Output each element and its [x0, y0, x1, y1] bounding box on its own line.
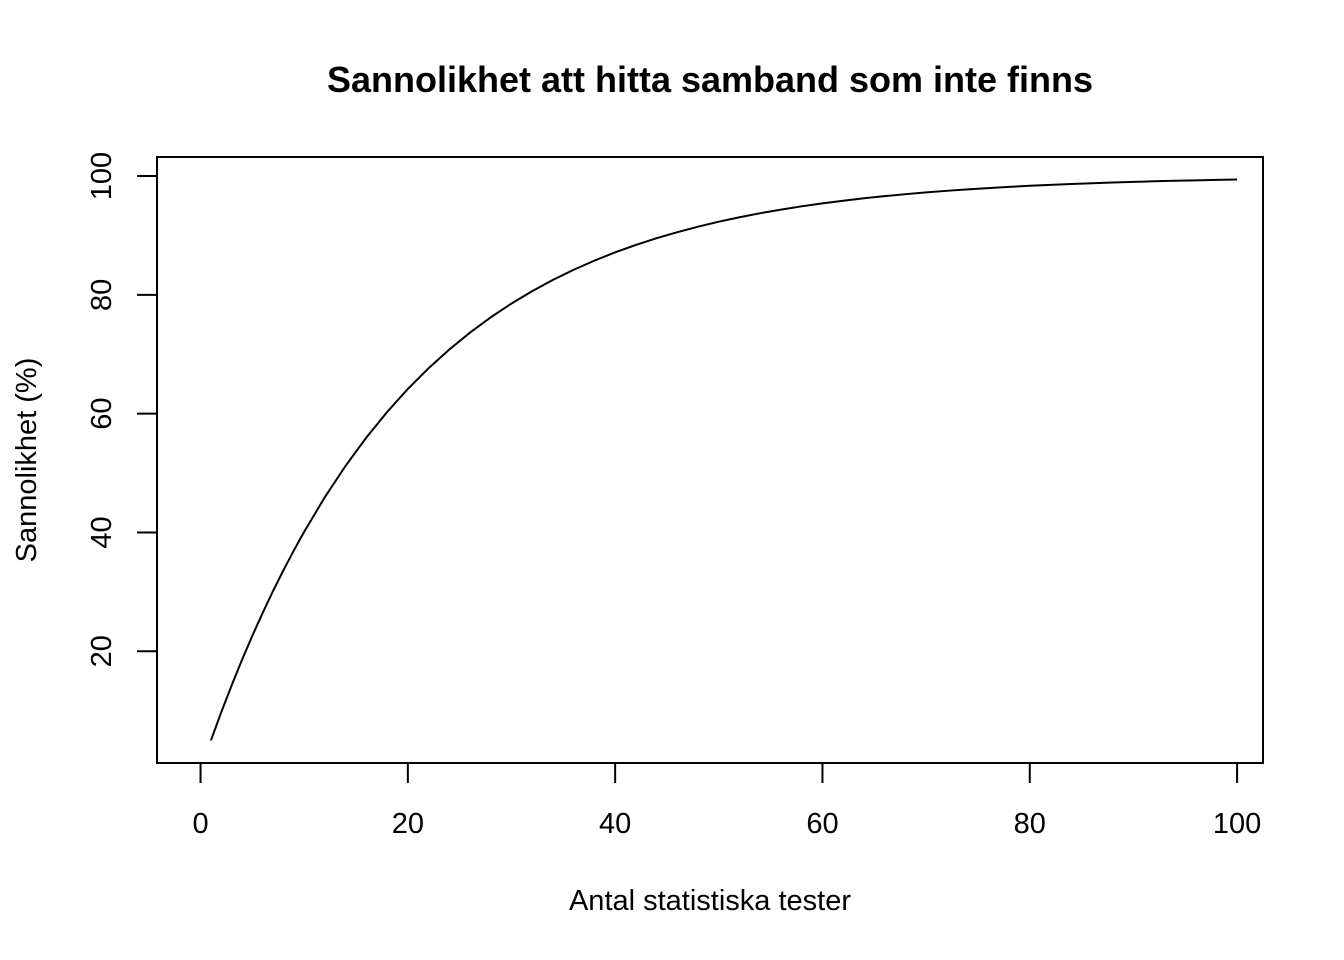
x-tick-label: 60	[806, 808, 838, 840]
x-tick-label: 100	[1213, 808, 1261, 840]
y-tick-label: 20	[86, 635, 118, 667]
chart-title: Sannolikhet att hitta samband som inte f…	[327, 59, 1093, 100]
y-axis: 20 40 60 80 100	[86, 152, 158, 667]
series-line	[209, 178, 1238, 741]
x-axis: 0 20 40 60 80 100	[192, 762, 1261, 840]
y-tick-label: 100	[86, 152, 118, 200]
y-tick-label: 60	[86, 398, 118, 430]
y-tick-label: 80	[86, 279, 118, 311]
y-axis-label: Sannolikhet (%)	[11, 358, 43, 563]
x-axis-label: Antal statistiska tester	[569, 885, 851, 917]
y-tick-label: 40	[86, 516, 118, 548]
plot-frame	[156, 156, 1264, 764]
x-tick-label: 20	[392, 808, 424, 840]
x-tick-label: 80	[1014, 808, 1046, 840]
x-tick-label: 0	[192, 808, 208, 840]
x-tick-label: 40	[599, 808, 631, 840]
